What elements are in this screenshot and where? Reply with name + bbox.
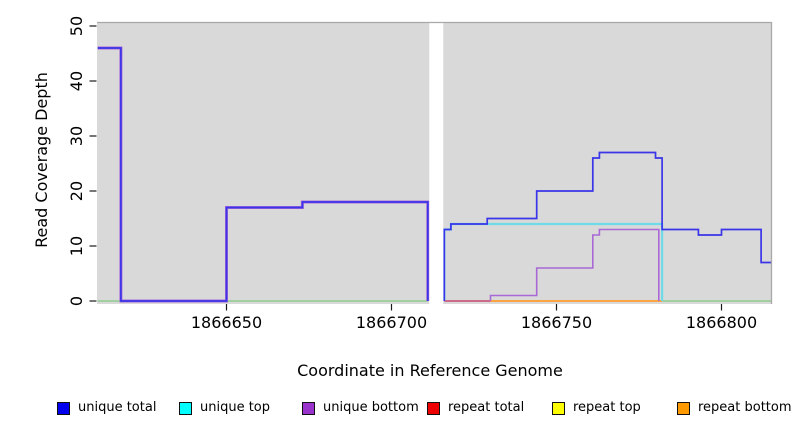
legend-swatch-icon: [427, 401, 440, 415]
x-tick-label: 1866750: [520, 313, 593, 332]
legend-item-repeat-bottom: repeat bottom: [677, 400, 792, 416]
y-tick-label: 40: [67, 70, 86, 92]
x-axis-title: Coordinate in Reference Genome: [297, 361, 563, 380]
coverage-gap-region: [429, 23, 444, 304]
legend-item-unique-top: unique top: [179, 400, 270, 416]
legend-item-repeat-total: repeat total: [427, 400, 524, 416]
legend-item-unique-total: unique total: [57, 400, 156, 416]
legend-swatch-icon: [677, 401, 690, 415]
legend-label: unique total: [78, 400, 157, 415]
y-tick-label: 30: [67, 125, 86, 147]
series-unique-total: [97, 47, 429, 302]
legend-swatch-icon: [57, 401, 70, 415]
legend-label: repeat total: [448, 400, 525, 415]
legend-label: unique bottom: [323, 400, 419, 415]
legend-label: repeat bottom: [698, 400, 792, 415]
y-tick-label: 20: [67, 180, 86, 202]
plot-border: [97, 21, 773, 304]
y-tick-label: 50: [67, 15, 86, 37]
legend-item-unique-bottom: unique bottom: [302, 400, 419, 416]
legend-label: repeat top: [573, 400, 641, 415]
y-tick-label: 0: [67, 295, 86, 307]
series-unique-bottom: [489, 228, 660, 301]
legend-swatch-icon: [179, 401, 192, 415]
x-tick-label: 1866650: [190, 313, 263, 332]
x-tick-label: 1866800: [685, 313, 758, 332]
legend-item-repeat-top: repeat top: [552, 400, 641, 416]
y-axis-title: Read Coverage Depth: [32, 72, 51, 248]
legend-swatch-icon: [302, 401, 315, 415]
x-tick-label: 1866700: [355, 313, 428, 332]
series-unique-total: [443, 151, 771, 301]
y-tick-label: 10: [67, 235, 86, 257]
legend-swatch-icon: [552, 401, 565, 415]
legend-label: unique top: [200, 400, 271, 415]
